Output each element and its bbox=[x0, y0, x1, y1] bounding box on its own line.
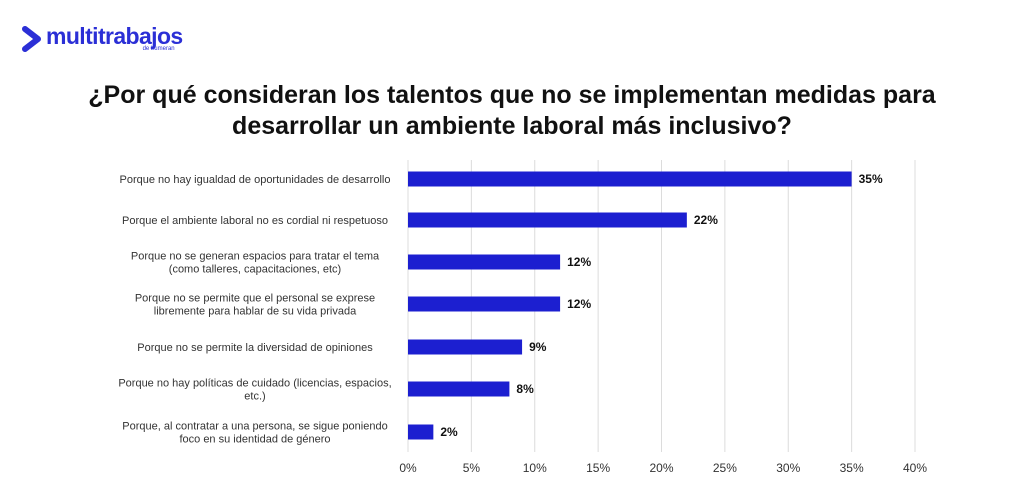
bar bbox=[408, 212, 687, 228]
category-label: Porque no se permite la diversidad de op… bbox=[137, 342, 373, 354]
x-tick-label: 10% bbox=[523, 461, 547, 475]
data-label: 12% bbox=[567, 297, 591, 311]
data-label: 8% bbox=[516, 382, 534, 396]
category-label: libremente para hablar de su vida privad… bbox=[154, 306, 357, 318]
category-label: Porque no hay igualdad de oportunidades … bbox=[120, 174, 391, 186]
category-label: Porque no hay políticas de cuidado (lice… bbox=[118, 378, 391, 390]
category-label: foco en su identidad de género bbox=[179, 434, 330, 446]
bar bbox=[408, 171, 852, 187]
page-title-line-2: desarrollar un ambiente laboral más incl… bbox=[232, 112, 792, 140]
bar bbox=[408, 296, 561, 312]
x-tick-label: 25% bbox=[713, 461, 737, 475]
bar bbox=[408, 339, 523, 355]
data-label: 35% bbox=[859, 172, 883, 186]
brand-logo: multitrabajos de bumeran bbox=[22, 24, 183, 53]
data-label: 2% bbox=[440, 425, 458, 439]
x-tick-label: 0% bbox=[399, 461, 417, 475]
x-tick-label: 30% bbox=[776, 461, 800, 475]
data-label: 22% bbox=[694, 213, 718, 227]
data-label: 9% bbox=[529, 340, 547, 354]
data-label: 12% bbox=[567, 255, 591, 269]
bar bbox=[408, 424, 434, 440]
page-title: ¿Por qué consideran los talentos que no … bbox=[0, 80, 1024, 142]
x-tick-label: 5% bbox=[463, 461, 481, 475]
x-tick-label: 15% bbox=[586, 461, 610, 475]
brand-name: multitrabajos bbox=[46, 23, 183, 49]
x-tick-label: 20% bbox=[649, 461, 673, 475]
category-label: etc.) bbox=[244, 391, 265, 403]
brand-tagline: de bumeran bbox=[142, 46, 175, 52]
category-label: Porque el ambiente laboral no es cordial… bbox=[122, 215, 388, 227]
x-tick-label: 40% bbox=[903, 461, 927, 475]
x-tick-label: 35% bbox=[840, 461, 864, 475]
category-label: Porque no se permite que el personal se … bbox=[135, 293, 375, 305]
page-title-line-1: ¿Por qué consideran los talentos que no … bbox=[88, 81, 936, 109]
category-label: Porque, al contratar a una persona, se s… bbox=[122, 421, 387, 433]
category-label: (como talleres, capacitaciones, etc) bbox=[169, 264, 341, 276]
category-label: Porque no se generan espacios para trata… bbox=[131, 251, 380, 263]
bar bbox=[408, 254, 561, 270]
bar bbox=[408, 381, 510, 397]
chevron-right-icon bbox=[22, 26, 41, 52]
